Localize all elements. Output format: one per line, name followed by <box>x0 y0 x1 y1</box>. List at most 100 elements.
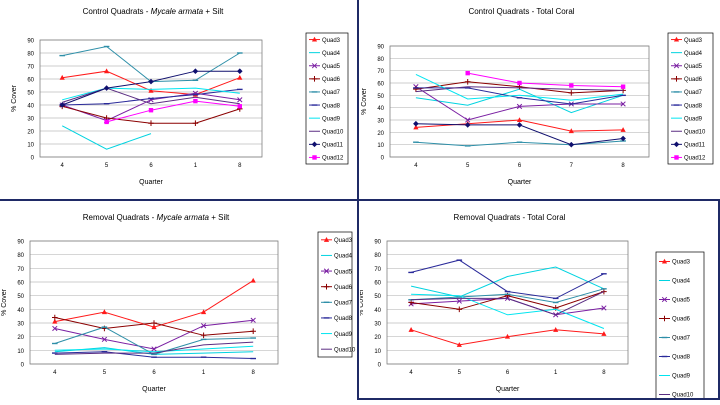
legend-item: Quad11 <box>309 141 344 149</box>
y-tick-label: 50 <box>377 94 384 100</box>
legend-label: Quad12 <box>322 156 344 162</box>
legend-item: Quad10 <box>309 129 344 135</box>
y-tick-label: 60 <box>377 82 384 88</box>
legend-item: Quad6 <box>659 315 691 323</box>
plot-area <box>29 240 279 365</box>
data-point <box>237 68 243 74</box>
data-point <box>323 283 330 290</box>
series-quad7 <box>408 288 607 304</box>
y-tick-label: 50 <box>17 294 24 300</box>
data-point <box>237 104 242 109</box>
series-quad6 <box>59 103 243 126</box>
data-point <box>101 336 108 343</box>
series-quad9 <box>415 73 624 101</box>
data-point <box>59 102 65 108</box>
data-point <box>413 124 419 130</box>
x-tick-label: 4 <box>53 370 57 376</box>
legend-label: Quad4 <box>322 51 341 57</box>
x-tick-label: 8 <box>621 163 625 169</box>
legend-label: Quad6 <box>322 77 341 83</box>
data-point <box>104 119 109 125</box>
y-tick-label: 80 <box>17 253 24 259</box>
x-tick-label: 8 <box>238 163 242 169</box>
legend-label: Quad3 <box>334 238 353 244</box>
data-point <box>148 120 154 126</box>
data-point <box>103 85 110 91</box>
series-quad7 <box>59 45 243 83</box>
y-tick-label: 90 <box>17 240 24 246</box>
y-tick-label: 60 <box>27 78 34 84</box>
legend-label: Quad3 <box>672 260 691 266</box>
series-quad5 <box>52 317 256 352</box>
series-quad4 <box>410 266 605 298</box>
data-point <box>661 296 668 303</box>
legend-item: Quad6 <box>309 76 341 83</box>
chart-panel-control-coral: Control Quadrats - Total Coral 0 10 20 30 40 5… <box>360 0 720 198</box>
y-tick-label: 70 <box>27 65 34 71</box>
legend-box <box>667 32 714 165</box>
series-line <box>61 125 152 150</box>
chart-removal-mycale: Removal Quadrats - Mycale armata + Silt 0… <box>1 213 356 393</box>
series-line <box>54 341 254 355</box>
data-point <box>59 74 65 80</box>
chart-removal-coral: Removal Quadrats - Total Coral 0 10 20 30 40 5… <box>358 213 705 405</box>
legend-label: Quad7 <box>684 90 703 96</box>
legend-item: Quad5 <box>659 296 691 304</box>
y-tick-label: 0 <box>381 156 385 162</box>
legend-label: Quad7 <box>672 336 691 342</box>
legend-item: Quad10 <box>321 347 356 353</box>
data-point <box>312 155 317 160</box>
legend-item: Quad7 <box>659 336 691 342</box>
series-line <box>62 45 241 83</box>
data-point <box>52 325 58 332</box>
y-tick-label: 90 <box>374 240 381 246</box>
data-point <box>620 135 626 142</box>
legend-label: Quad11 <box>684 143 706 149</box>
data-point <box>601 305 607 311</box>
frame-bottom <box>357 398 720 400</box>
legend-label: Quad9 <box>684 116 703 122</box>
series-line <box>54 280 254 328</box>
x-axis-label: Quarter <box>142 386 166 393</box>
data-point <box>568 141 575 148</box>
divider-vertical <box>357 0 359 400</box>
y-tick-label: 90 <box>377 45 384 51</box>
data-point <box>311 76 318 82</box>
legend-item: Quad4 <box>659 279 691 285</box>
series-line <box>411 293 605 329</box>
legend-label: Quad3 <box>684 38 703 44</box>
x-tick-label: 8 <box>602 370 606 376</box>
chart-title: Control Quadrats - Mycale armata + Silt <box>83 7 225 16</box>
y-tick-label: 70 <box>17 267 24 273</box>
series-quad12 <box>465 70 626 89</box>
legend-item: Quad8 <box>671 103 703 109</box>
series-line <box>467 72 624 88</box>
legend-item: Quad3 <box>671 36 703 44</box>
series-quad3 <box>52 277 256 330</box>
data-point <box>323 268 330 274</box>
legend-item: Quad7 <box>309 90 341 96</box>
legend-label: Quad8 <box>684 103 703 109</box>
data-point <box>516 103 523 110</box>
series-quad9 <box>54 345 254 353</box>
data-point <box>464 78 471 85</box>
legend-item: Quad4 <box>321 254 353 260</box>
y-tick-label: 40 <box>374 308 381 314</box>
legend-label: Quad7 <box>334 301 353 307</box>
data-point <box>408 299 414 306</box>
x-tick-label: 8 <box>252 370 256 376</box>
legend-label: Quad12 <box>684 156 706 162</box>
legend-item: Quad3 <box>659 258 691 266</box>
y-tick-label: 80 <box>377 57 384 63</box>
data-point <box>674 155 679 160</box>
series-quad6 <box>52 314 256 339</box>
y-tick-label: 20 <box>17 335 24 341</box>
data-point <box>413 120 419 127</box>
y-tick-label: 20 <box>27 130 34 136</box>
series-quad10 <box>411 291 605 316</box>
legend-item: Quad7 <box>671 90 703 96</box>
legend-item: Quad8 <box>309 103 341 109</box>
data-point <box>568 128 574 134</box>
data-point <box>311 36 318 42</box>
data-point <box>408 327 414 332</box>
